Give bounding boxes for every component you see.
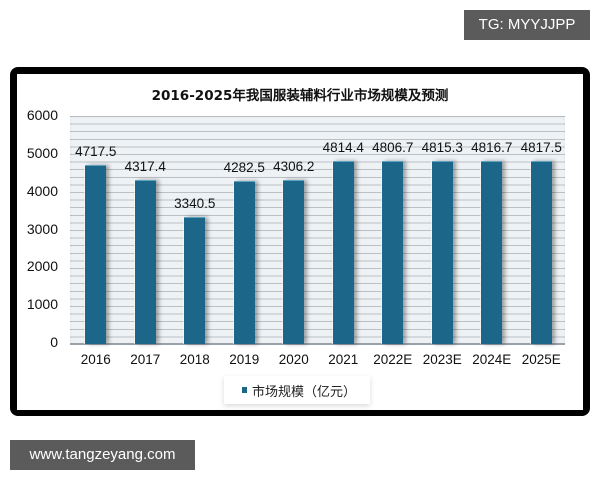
bar-2018 [184, 216, 206, 344]
x-axis-line [70, 343, 565, 345]
watermark-tg: TG: MYYJJPP [464, 10, 590, 40]
x-tick-label: 2017 [130, 352, 161, 367]
x-tick-label: 2019 [229, 352, 260, 367]
y-tick-label: 4000 [26, 182, 58, 199]
legend: 市场规模（亿元） [224, 376, 370, 404]
y-tick-label: 0 [50, 334, 58, 350]
bar-2025E [530, 160, 552, 344]
data-label: 4317.4 [124, 158, 166, 174]
legend-label: 市场规模（亿元） [252, 384, 357, 400]
data-label: 4816.7 [471, 139, 513, 155]
data-label: 4282.5 [223, 159, 265, 175]
data-label: 3340.5 [174, 195, 216, 211]
data-label: 4817.5 [520, 139, 562, 155]
watermark-site: www.tangzeyang.com [10, 440, 195, 470]
x-tick-label: 2018 [179, 352, 210, 367]
x-tick-label: 2016 [80, 352, 111, 367]
bar-2020 [283, 180, 305, 344]
bar-2019 [233, 180, 255, 344]
bar-2022E [382, 161, 404, 344]
bar-2024E [481, 160, 503, 344]
bar-2021 [332, 160, 354, 344]
bar-2017 [134, 179, 156, 344]
bar-2023E [431, 160, 453, 344]
y-tick-label: 2000 [26, 258, 58, 275]
data-label: 4806.7 [372, 140, 414, 156]
legend-swatch-icon [242, 387, 247, 393]
x-tick-label: 2021 [328, 352, 359, 367]
bar-2016 [85, 164, 107, 344]
data-label: 4814.4 [322, 139, 364, 155]
x-tick-label: 2022E [373, 352, 413, 367]
x-tick-label: 2025E [521, 352, 561, 367]
y-tick-label: 5000 [26, 144, 58, 161]
y-tick-label: 6000 [26, 107, 58, 123]
y-tick-label: 3000 [26, 220, 58, 237]
chart-title: 2016-2025年我国服装辅料行业市场规模及预测 [151, 88, 449, 104]
x-tick-label: 2023E [422, 352, 462, 367]
data-label: 4306.2 [273, 159, 315, 175]
x-tick-label: 2024E [472, 352, 512, 367]
x-tick-label: 2020 [278, 352, 309, 367]
data-label: 4717.5 [75, 143, 117, 159]
y-tick-label: 1000 [26, 296, 58, 313]
data-label: 4815.3 [421, 139, 463, 155]
